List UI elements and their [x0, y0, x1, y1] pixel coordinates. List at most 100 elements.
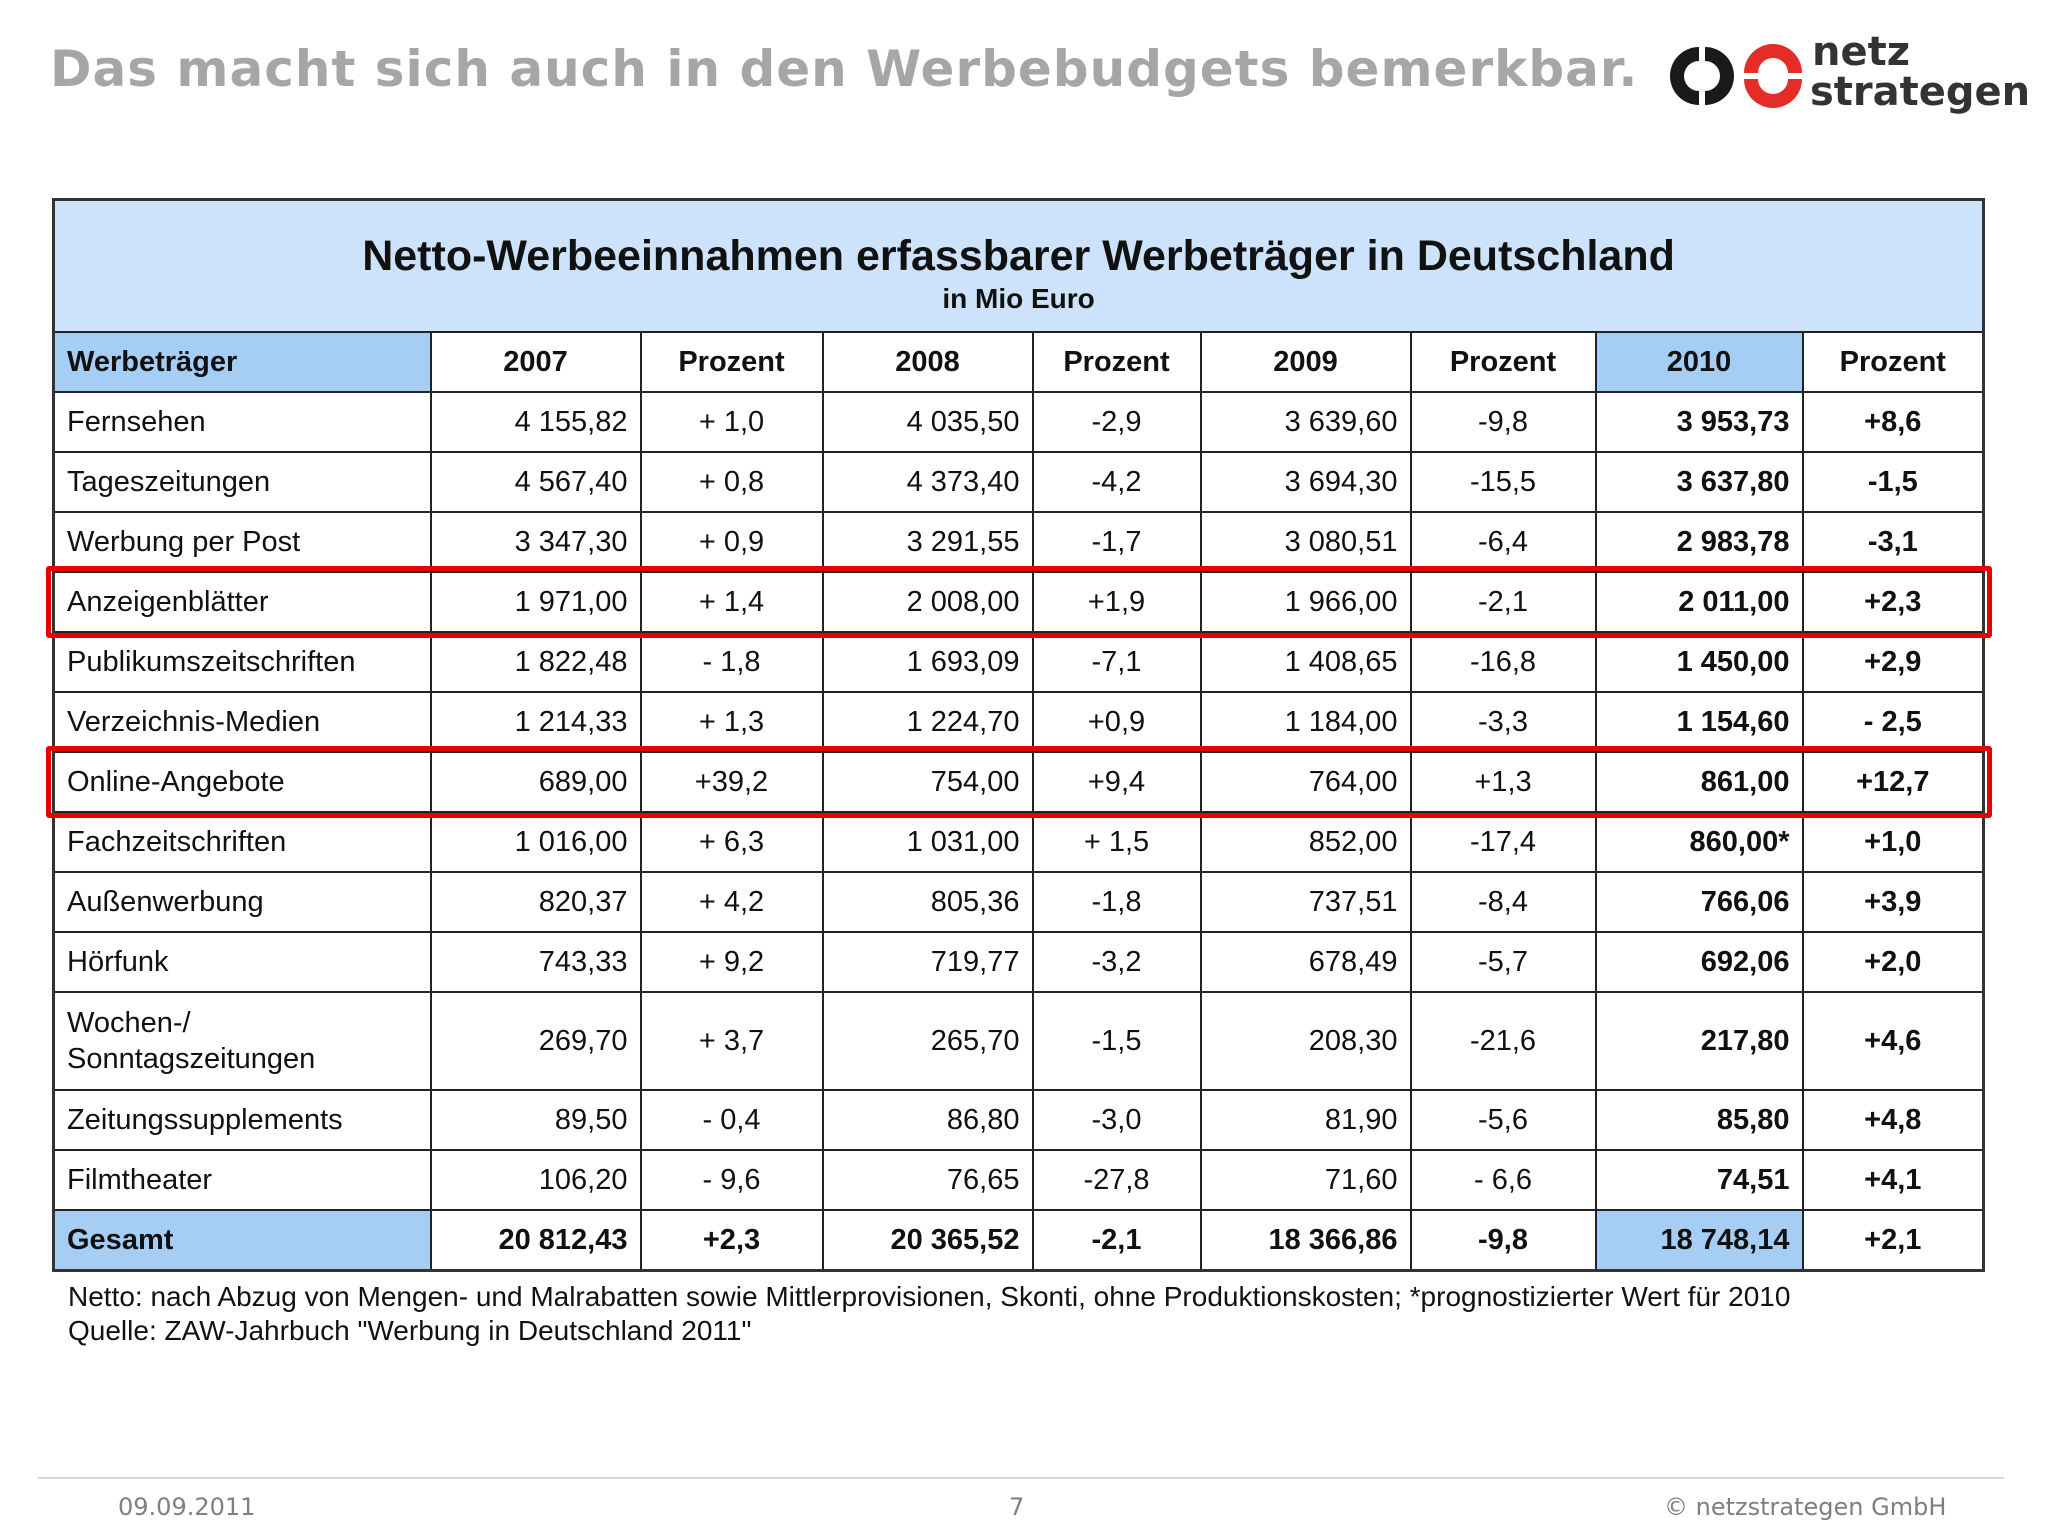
value-cell-2008: 2 008,00: [821, 571, 1034, 633]
row-label: Anzeigenblätter: [52, 571, 432, 633]
value-cell-2010: 2 983,78: [1594, 511, 1804, 573]
row-label: Gesamt: [52, 1209, 432, 1272]
value-cell-2009: 18 366,86: [1199, 1209, 1412, 1272]
value-cell-2010: 85,80: [1594, 1089, 1804, 1151]
percent-cell-2010: +4,8: [1801, 1089, 1985, 1151]
percent-cell-2009: -5,6: [1409, 1089, 1597, 1151]
value-cell-2010: 74,51: [1594, 1149, 1804, 1211]
percent-cell-2010: +8,6: [1801, 391, 1985, 453]
percent-cell-2009: -5,7: [1409, 931, 1597, 993]
table-row: Verzeichnis-Medien 1 214,33 + 1,3 1 224,70 +…: [52, 691, 1985, 753]
column-header: Prozent: [1801, 331, 1985, 393]
table-row: Filmtheater 106,20- 9,6 76,65 -27,8 71,60- 6…: [52, 1149, 1985, 1211]
percent-cell-2007: + 0,8: [639, 451, 824, 513]
percent-cell-2008: -4,2: [1031, 451, 1202, 513]
value-cell-2007: 820,37: [429, 871, 642, 933]
table-row: Außenwerbung 820,37 + 4,2 805,36 -1,8 737,51-…: [52, 871, 1985, 933]
value-cell-2009: 1 184,00: [1199, 691, 1412, 753]
value-cell-2009: 737,51: [1199, 871, 1412, 933]
column-header: 2009: [1199, 331, 1412, 393]
percent-cell-2007: +39,2: [639, 751, 824, 813]
footer-page-number: 7: [1009, 1493, 1025, 1521]
percent-cell-2010: -1,5: [1801, 451, 1985, 513]
value-cell-2008: 1 693,09: [821, 631, 1034, 693]
percent-cell-2009: -2,1: [1409, 571, 1597, 633]
value-cell-2007: 1 016,00: [429, 811, 642, 873]
column-header: Prozent: [1031, 331, 1202, 393]
value-cell-2007: 89,50: [429, 1089, 642, 1151]
value-cell-2010: 692,06: [1594, 931, 1804, 993]
total-row: Gesamt 20 812,43 +2,3 20 365,52 -2,1 18 366,8…: [52, 1209, 1985, 1272]
value-cell-2010: 2 011,00: [1594, 571, 1804, 633]
column-header: 2007: [429, 331, 642, 393]
column-header: 2008: [821, 331, 1034, 393]
percent-cell-2008: -2,1: [1031, 1209, 1202, 1272]
value-cell-2008: 3 291,55: [821, 511, 1034, 573]
percent-cell-2009: -9,8: [1409, 1209, 1597, 1272]
value-cell-2007: 4 155,82: [429, 391, 642, 453]
value-cell-2009: 764,00: [1199, 751, 1412, 813]
value-cell-2009: 1 408,65: [1199, 631, 1412, 693]
table-row: Hörfunk 743,33 + 9,2 719,77 -3,2 678,49 -5,7 69…: [52, 931, 1985, 993]
table-notes: Netto: nach Abzug von Mengen- und Malrab…: [68, 1280, 1790, 1348]
value-cell-2007: 106,20: [429, 1149, 642, 1211]
value-cell-2007: 1 971,00: [429, 571, 642, 633]
value-cell-2009: 3 080,51: [1199, 511, 1412, 573]
value-cell-2008: 20 365,52: [821, 1209, 1034, 1272]
value-cell-2008: 76,65: [821, 1149, 1034, 1211]
percent-cell-2009: -6,4: [1409, 511, 1597, 573]
column-header: Werbeträger: [52, 331, 432, 393]
value-cell-2007: 3 347,30: [429, 511, 642, 573]
value-cell-2010: 18 748,14: [1594, 1209, 1804, 1272]
percent-cell-2010: -3,1: [1801, 511, 1985, 573]
row-label: Werbung per Post: [52, 511, 432, 573]
value-cell-2007: 4 567,40: [429, 451, 642, 513]
slide-title: Das macht sich auch in den Werbebudgets …: [50, 40, 1639, 98]
percent-cell-2010: +2,0: [1801, 931, 1985, 993]
table-row: Tageszeitungen 4 567,40 + 0,8 4 373,40 -4,2 3…: [52, 451, 1985, 513]
note-definition: Netto: nach Abzug von Mengen- und Malrab…: [68, 1281, 1791, 1312]
percent-cell-2009: -15,5: [1409, 451, 1597, 513]
highlight-box-online-angebote: [45, 746, 1992, 818]
table-title: Netto-Werbeeinnahmen erfassbarer Werbetr…: [362, 231, 1675, 280]
percent-cell-2009: +1,3: [1409, 751, 1597, 813]
row-label: Zeitungssupplements: [52, 1089, 432, 1151]
value-cell-2009: 208,30: [1199, 991, 1412, 1091]
percent-cell-2009: -9,8: [1409, 391, 1597, 453]
column-header: Prozent: [639, 331, 824, 393]
value-cell-2008: 719,77: [821, 931, 1034, 993]
percent-cell-2008: -1,5: [1031, 991, 1202, 1091]
percent-cell-2010: +4,6: [1801, 991, 1985, 1091]
value-cell-2010: 860,00*: [1594, 811, 1804, 873]
value-cell-2007: 269,70: [429, 991, 642, 1091]
percent-cell-2009: -8,4: [1409, 871, 1597, 933]
percent-cell-2009: -17,4: [1409, 811, 1597, 873]
percent-cell-2009: -16,8: [1409, 631, 1597, 693]
percent-cell-2007: + 6,3: [639, 811, 824, 873]
percent-cell-2007: + 0,9: [639, 511, 824, 573]
value-cell-2008: 86,80: [821, 1089, 1034, 1151]
percent-cell-2007: - 1,8: [639, 631, 824, 693]
percent-cell-2010: +4,1: [1801, 1149, 1985, 1211]
percent-cell-2008: -27,8: [1031, 1149, 1202, 1211]
percent-cell-2009: -21,6: [1409, 991, 1597, 1091]
percent-cell-2010: +1,0: [1801, 811, 1985, 873]
value-cell-2008: 1 224,70: [821, 691, 1034, 753]
row-label-line1: Wochen-/: [67, 1007, 191, 1039]
percent-cell-2009: -3,3: [1409, 691, 1597, 753]
percent-cell-2008: -7,1: [1031, 631, 1202, 693]
percent-cell-2007: + 4,2: [639, 871, 824, 933]
percent-cell-2007: +2,3: [639, 1209, 824, 1272]
row-label: Fachzeitschriften: [52, 811, 432, 873]
column-header: Prozent: [1409, 331, 1597, 393]
value-cell-2010: 861,00: [1594, 751, 1804, 813]
value-cell-2008: 4 373,40: [821, 451, 1034, 513]
table-row: Online-Angebote 689,00 +39,2 754,00 +9,4 764,…: [52, 751, 1985, 813]
table-row: Fernsehen 4 155,82 + 1,0 4 035,50 -2,9 3 639,…: [52, 391, 1985, 453]
table-subtitle: in Mio Euro: [942, 282, 1095, 314]
percent-cell-2008: +0,9: [1031, 691, 1202, 753]
percent-cell-2007: + 3,7: [639, 991, 824, 1091]
percent-cell-2008: -1,8: [1031, 871, 1202, 933]
revenue-table-container: Netto-Werbeeinnahmen erfassbarer Werbetr…: [52, 198, 1986, 1272]
row-label: Online-Angebote: [52, 751, 432, 813]
